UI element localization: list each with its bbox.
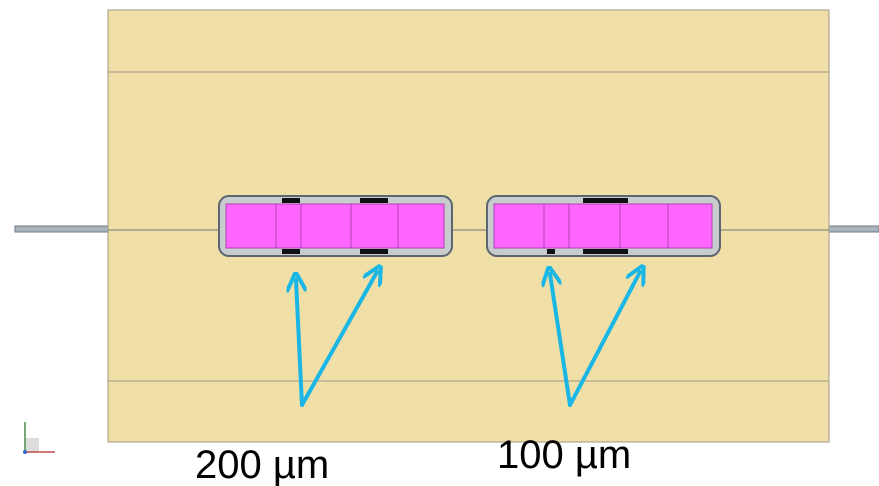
resonator-left (219, 196, 452, 256)
wire (15, 226, 110, 232)
label: 100 µm (497, 433, 631, 477)
wire (828, 226, 879, 232)
axis-triad (23, 422, 55, 454)
diagram: 200 µm 100 µm (0, 0, 879, 486)
resonator-right (487, 196, 720, 256)
label: 200 µm (195, 443, 329, 486)
